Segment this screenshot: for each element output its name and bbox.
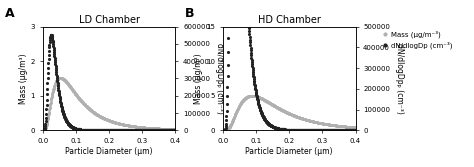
X-axis label: Particle Diameter (μm): Particle Diameter (μm) <box>65 147 153 156</box>
Y-axis label: dN/dlogDpₚ (cm⁻³): dN/dlogDpₚ (cm⁻³) <box>215 43 224 114</box>
Y-axis label: Mass (μg/m³): Mass (μg/m³) <box>194 53 203 104</box>
Legend: Mass (μg/m⁻³), dN/dlogDp (cm⁻³): Mass (μg/m⁻³), dN/dlogDp (cm⁻³) <box>379 28 456 52</box>
Title: LD Chamber: LD Chamber <box>79 15 139 25</box>
Text: A: A <box>5 7 14 20</box>
Text: B: B <box>185 7 194 20</box>
Y-axis label: Mass (μg/m³): Mass (μg/m³) <box>19 53 28 104</box>
Title: HD Chamber: HD Chamber <box>258 15 320 25</box>
X-axis label: Particle Diameter (μm): Particle Diameter (μm) <box>246 147 333 156</box>
Y-axis label: dN/dlogDpₚ (cm⁻³): dN/dlogDpₚ (cm⁻³) <box>395 43 404 114</box>
